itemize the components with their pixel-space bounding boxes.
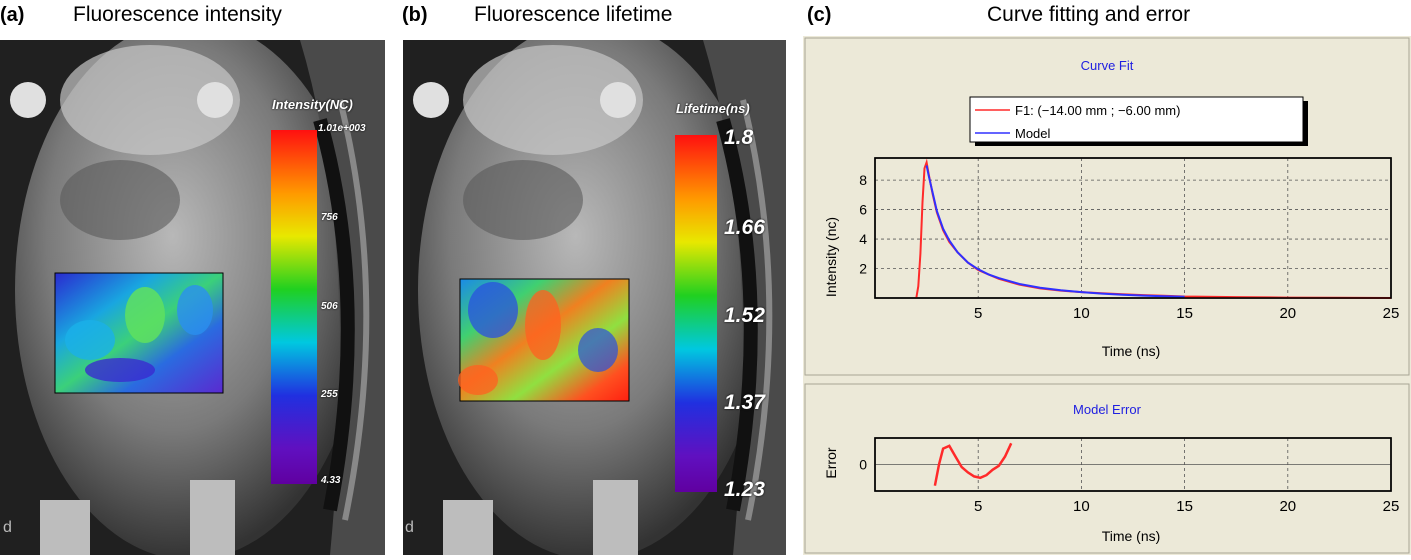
colorbar-tick-a-2: 506: [321, 301, 338, 312]
x-tick-label-1-1: 10: [1073, 498, 1090, 515]
colorbar-tick-a-3: 255: [321, 389, 338, 400]
lifetime-colorbar: [675, 135, 717, 492]
x-tick-label-0-2: 15: [1176, 305, 1193, 322]
colorbar-title-a: Intensity(NC): [272, 97, 353, 112]
plot-border-0: [874, 157, 1392, 299]
model-error-plot-area: 5 10 15 20 25 0: [859, 437, 1400, 515]
x-tick-label-1-4: 25: [1383, 498, 1400, 515]
model-error-xlabel: Time (ns): [1102, 528, 1161, 544]
series-line-0-1: [925, 165, 1185, 298]
curve-fit-xlabel: Time (ns): [1102, 343, 1161, 359]
colorbar-tick-b-1: 1.66: [724, 216, 765, 239]
y-tick-label-1-0: 0: [859, 457, 867, 473]
x-tick-label-0-4: 25: [1383, 305, 1400, 322]
corner-letter-b: d: [405, 519, 414, 536]
x-tick-label-1-0: 5: [974, 498, 982, 515]
colorbar-tick-b-4: 1.23: [724, 478, 765, 501]
colorbar-tick-a-4: 4.33: [321, 475, 341, 486]
y-tick-label-0-2: 6: [859, 202, 867, 218]
intensity-image: [0, 40, 385, 555]
curve-plots: Curve Fit F1: (−14.00 mm ; −6.00 mm) Mod…: [804, 37, 1410, 554]
curve-fit-window: Curve Fit F1: (−14.00 mm ; −6.00 mm) Mod…: [803, 36, 1411, 555]
colorbar-tick-b-0: 1.8: [724, 126, 754, 149]
panel-title-a: Fluorescence intensity: [73, 3, 282, 26]
panel-label-b: (b): [402, 4, 428, 26]
legend-entry-1: Model: [1015, 126, 1051, 141]
colorbar-tick-a-1: 756: [321, 212, 338, 223]
corner-letter-a: d: [3, 519, 12, 536]
intensity-colorbar: [271, 130, 317, 484]
colorbar-tick-b-2: 1.52: [724, 304, 765, 327]
legend-entry-0: F1: (−14.00 mm ; −6.00 mm): [1015, 103, 1180, 118]
curve-fit-legend: F1: (−14.00 mm ; −6.00 mm) Model: [969, 96, 1308, 146]
curve-fit-plot-area: 5 10 15 20 25 2 4 6 8: [859, 157, 1400, 322]
colorbar-tick-a-0: 1.01e+003: [318, 123, 366, 134]
mouse-photo-intensity: [0, 40, 385, 555]
panel-title-b: Fluorescence lifetime: [474, 3, 673, 26]
curve-fit-ylabel: Intensity (nc): [823, 217, 839, 297]
x-tick-label-0-1: 10: [1073, 305, 1090, 322]
panel-title-c: Curve fitting and error: [987, 3, 1191, 26]
plot-frame-0: [874, 157, 1392, 299]
panel-label-a: (a): [0, 4, 25, 26]
x-tick-label-0-0: 5: [974, 305, 982, 322]
x-tick-label-0-3: 20: [1279, 305, 1296, 322]
model-error-ylabel: Error: [823, 447, 839, 478]
mouse-photo-lifetime: [403, 40, 786, 555]
colorbar-title-b: Lifetime(ns): [676, 101, 750, 116]
x-tick-label-1-2: 15: [1176, 498, 1193, 515]
y-tick-label-0-1: 4: [859, 231, 867, 247]
model-error-title: Model Error: [1073, 402, 1142, 417]
plot-border-1: [874, 437, 1392, 492]
panel-label-c: (c): [807, 4, 832, 26]
y-tick-label-0-0: 2: [859, 261, 867, 277]
x-tick-label-1-3: 20: [1279, 498, 1296, 515]
lifetime-image: [403, 40, 786, 555]
curve-fit-title: Curve Fit: [1081, 58, 1134, 73]
colorbar-tick-b-3: 1.37: [724, 391, 765, 414]
y-tick-label-0-3: 8: [859, 172, 867, 188]
series-line-1-0: [933, 442, 1013, 486]
